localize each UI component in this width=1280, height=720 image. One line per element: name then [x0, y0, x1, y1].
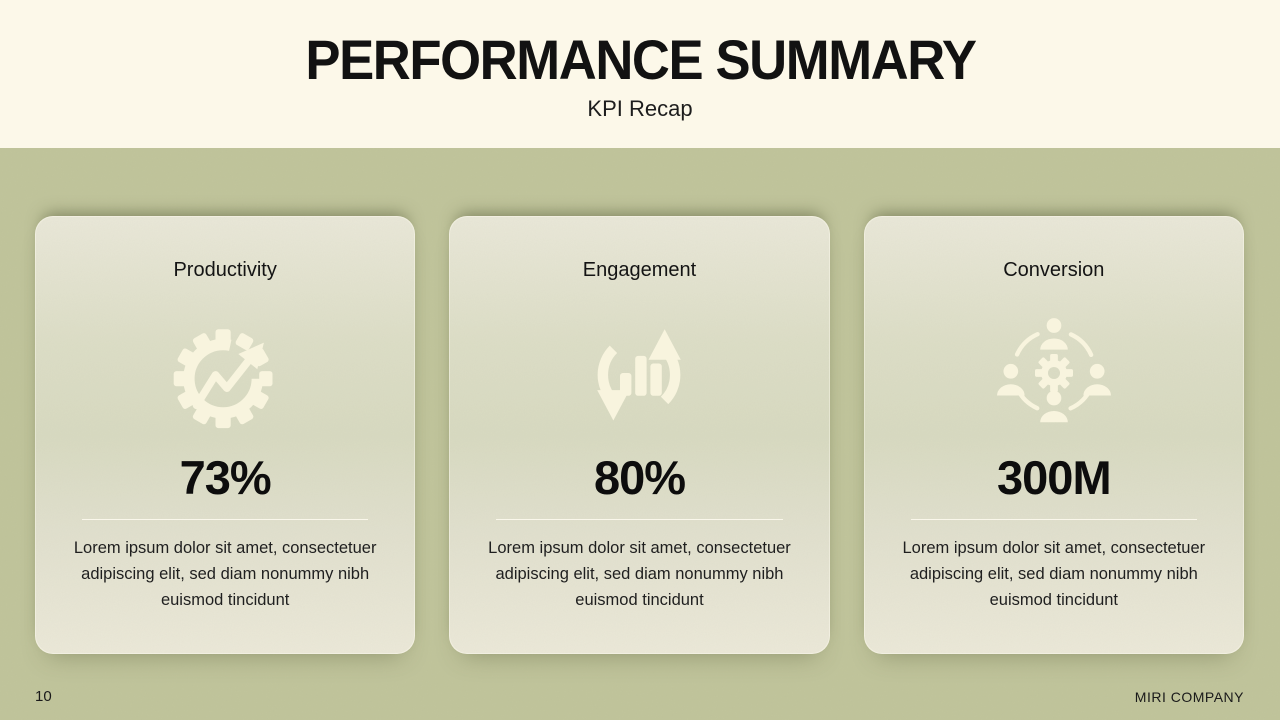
card-description: Lorem ipsum dolor sit amet, consectetuer… [488, 539, 791, 609]
slide-title: PERFORMANCE SUMMARY [304, 27, 977, 91]
page-number: 10 [35, 688, 52, 705]
card-value: 73% [179, 451, 272, 504]
card-divider [496, 519, 783, 520]
kpi-card-productivity: Productivity [35, 216, 416, 654]
kpi-card-conversion: Conversion [863, 216, 1244, 654]
team-collaboration-gear-icon [891, 316, 1217, 430]
gear-growth-arrow-icon [62, 316, 388, 430]
card-divider [910, 519, 1197, 520]
kpi-card-engagement: Engagement 80% Lorem ipsum dolor sit ame… [449, 216, 830, 654]
card-description: Lorem ipsum dolor sit amet, consectetuer… [902, 539, 1206, 609]
card-divider [82, 519, 369, 520]
card-title: Conversion [1003, 259, 1105, 281]
slide-subtitle: KPI Recap [587, 95, 693, 121]
company-name: MIRI COMPANY [1134, 689, 1244, 705]
card-title: Productivity [173, 259, 277, 281]
card-description: Lorem ipsum dolor sit amet, consectetuer… [73, 539, 377, 609]
slide-header: PERFORMANCE SUMMARY KPI Recap [0, 0, 1280, 148]
card-value: 80% [593, 451, 686, 504]
card-value: 300M [997, 451, 1112, 504]
cycle-arrows-bar-chart-icon [476, 316, 802, 430]
kpi-cards: Productivity [35, 216, 1244, 654]
card-title: Engagement [582, 259, 697, 281]
